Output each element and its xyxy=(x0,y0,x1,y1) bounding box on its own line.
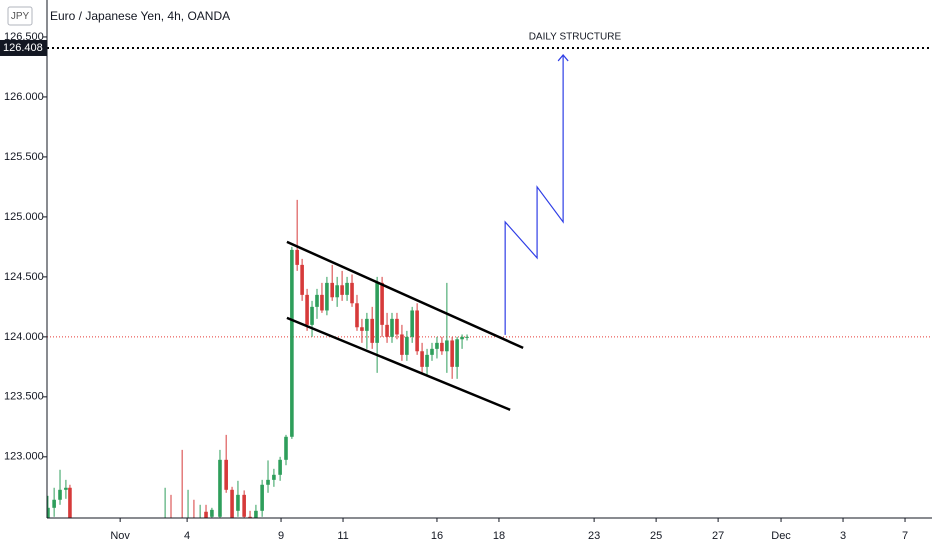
x-tick-label: 18 xyxy=(493,530,505,542)
symbol-badge xyxy=(7,6,33,26)
candle-body xyxy=(350,282,354,304)
candle-body xyxy=(58,489,62,500)
candle-body xyxy=(335,285,339,298)
candle-body xyxy=(224,459,228,490)
candle-body xyxy=(278,459,282,475)
candle-body xyxy=(272,474,276,480)
candle-body xyxy=(425,354,429,367)
candle-body xyxy=(204,511,208,518)
candle-body xyxy=(320,294,324,311)
candle-body xyxy=(260,484,264,511)
candle-body xyxy=(340,285,344,295)
candle-body xyxy=(64,487,68,490)
candle-body xyxy=(315,294,319,307)
candle-body xyxy=(310,306,314,325)
x-tick-label: Dec xyxy=(771,530,791,542)
trend-line xyxy=(286,240,524,350)
candle-body xyxy=(430,348,434,355)
candle-body xyxy=(68,487,72,518)
candle-body xyxy=(390,318,394,337)
candle-body xyxy=(465,336,469,338)
candle-body xyxy=(355,303,359,328)
y-tick-label: 125.000 xyxy=(4,211,44,223)
x-tick-label: 4 xyxy=(184,530,190,542)
y-tick-label: 126.000 xyxy=(4,91,44,103)
x-tick-label: 7 xyxy=(902,530,908,542)
candle-body xyxy=(405,336,409,355)
candle-body xyxy=(365,318,369,331)
candle-body xyxy=(52,499,56,508)
y-tick-label: 123.500 xyxy=(4,391,44,403)
candle-body xyxy=(380,282,384,325)
candle-body xyxy=(325,282,329,311)
x-tick-label: 25 xyxy=(650,530,662,542)
candle-body xyxy=(440,342,444,352)
candle-body xyxy=(385,324,389,337)
symbol: JPY xyxy=(11,11,30,22)
x-tick-label: 27 xyxy=(712,530,724,542)
arrow-head xyxy=(557,54,569,62)
candle-body xyxy=(330,282,334,298)
candle-body xyxy=(47,507,50,518)
y-tick-label: 126.500 xyxy=(4,31,44,43)
x-tick-label: 11 xyxy=(337,530,348,542)
candle-body xyxy=(236,494,240,511)
candle-body xyxy=(410,310,414,337)
axes: 123.000 123.500 124.000 124.500 125.000 125.5… xyxy=(4,31,908,542)
candle-body xyxy=(435,342,439,349)
candle-body xyxy=(230,489,234,518)
x-tick-label: Nov xyxy=(110,530,130,542)
candle-body xyxy=(295,249,299,265)
candle-body xyxy=(218,459,222,517)
candle-body xyxy=(210,509,214,517)
x-tick-label: 3 xyxy=(840,530,846,542)
candle-body xyxy=(254,510,258,518)
candle-body xyxy=(460,336,464,340)
candle-body xyxy=(360,327,364,331)
trend-line xyxy=(286,316,511,411)
candle-body xyxy=(266,479,270,485)
x-tick-label: 9 xyxy=(278,530,284,542)
candle-body xyxy=(375,282,379,343)
trend-line xyxy=(504,54,564,335)
candle-body xyxy=(290,249,294,437)
candle-body xyxy=(400,334,404,355)
candle-body xyxy=(370,318,374,343)
x-tick-label: 23 xyxy=(588,530,600,542)
candle-body xyxy=(345,282,349,295)
chart-title: Euro / Japanese Yen, 4h, OANDA xyxy=(50,9,230,23)
candle-body xyxy=(248,516,252,518)
plot-area xyxy=(47,46,932,518)
candle-body xyxy=(455,339,459,367)
candle-body xyxy=(445,340,449,352)
candle-body xyxy=(300,264,304,295)
y-tick-label: 123.000 xyxy=(4,451,44,463)
x-tick-label: 16 xyxy=(431,530,443,542)
candle-body xyxy=(284,436,288,460)
level-label-bg xyxy=(0,39,47,56)
candle-body xyxy=(420,351,424,367)
level-annotation: DAILY STRUCTURE xyxy=(529,32,622,43)
candle-body xyxy=(305,294,309,325)
y-tick-label: 124.500 xyxy=(4,271,44,283)
level-label: 126.408 xyxy=(3,42,43,54)
candle-body xyxy=(242,494,246,517)
y-tick-label: 124.000 xyxy=(4,331,44,343)
candle-body xyxy=(395,318,399,335)
candle-body xyxy=(450,340,454,367)
y-tick-label: 125.500 xyxy=(4,151,44,163)
candle-body xyxy=(415,310,419,352)
